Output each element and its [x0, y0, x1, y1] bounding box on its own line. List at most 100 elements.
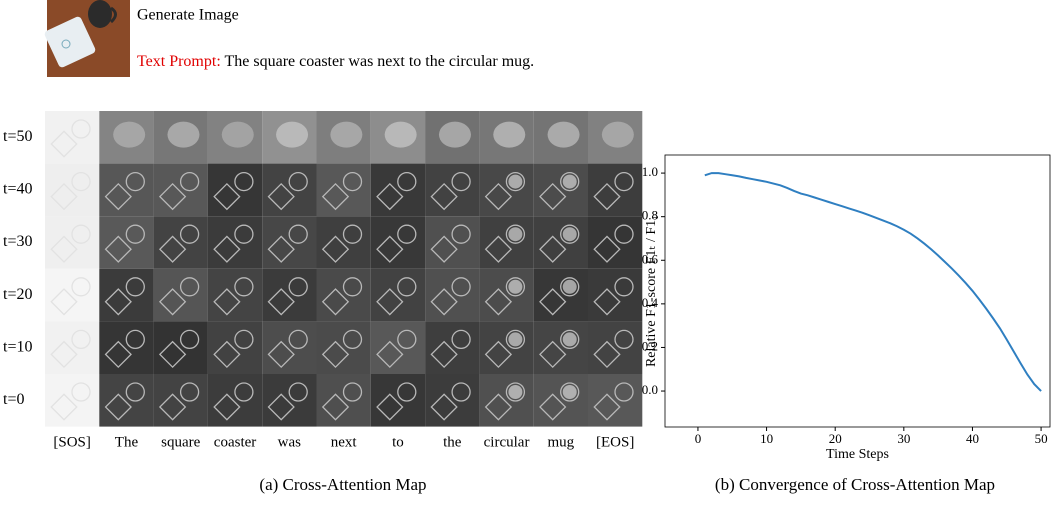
- token-label: mug: [548, 434, 575, 450]
- mug-outline: [71, 224, 91, 244]
- attention-cell: [425, 111, 480, 164]
- y-tick-label: 0.0: [642, 382, 658, 397]
- token-label: was: [278, 434, 301, 450]
- mug-outline: [71, 171, 91, 192]
- attention-cell: [99, 163, 154, 217]
- attention-blob: [221, 121, 254, 148]
- mug-outline: [179, 171, 200, 192]
- coaster-outline: [593, 235, 621, 263]
- thumbnail-dot: [61, 39, 71, 49]
- line-chart: 0 10 20 30 40 50 0.0 0.2 0.4 0.6 0.8 1.0 Time Steps R…: [642, 154, 1051, 462]
- caption-b: (b) Convergence of Cross-Attention Map: [715, 475, 995, 494]
- attention-cell: [99, 111, 154, 164]
- mug-highlight: [508, 174, 523, 189]
- coaster-outline: [158, 288, 187, 316]
- coaster-outline: [50, 235, 78, 263]
- mug-outline: [288, 171, 308, 192]
- mug-outline: [125, 224, 145, 244]
- attention-cell: [153, 268, 208, 322]
- coaster-outline: [539, 340, 567, 369]
- mug-outline: [179, 382, 200, 402]
- y-tick-label: 0.6: [642, 251, 659, 266]
- coaster-outline: [267, 393, 295, 421]
- mug-outline: [505, 382, 526, 402]
- coaster-outline: [430, 235, 458, 263]
- title: Generate Image: [137, 7, 239, 24]
- coaster-outline: [267, 288, 295, 316]
- attention-cell: [370, 321, 426, 374]
- attention-cell: [533, 321, 588, 374]
- attention-blob: [276, 121, 309, 148]
- mug-outline: [71, 119, 91, 139]
- x-tick-label: 20: [829, 431, 842, 446]
- mug-outline: [125, 329, 145, 350]
- attention-cell: [479, 163, 534, 217]
- token-label: The: [115, 434, 139, 450]
- mug-outline: [71, 329, 91, 350]
- coaster-outline: [484, 235, 513, 263]
- attention-cell: [45, 268, 100, 322]
- attention-blob: [601, 121, 634, 148]
- attention-cell: [370, 268, 426, 322]
- coaster-outline: [593, 393, 621, 421]
- attention-cell: [153, 216, 208, 269]
- mug-highlight: [562, 227, 577, 242]
- mug-outline: [451, 171, 471, 192]
- coaster-outline: [50, 393, 78, 421]
- token-label: the: [443, 434, 462, 450]
- attention-cell: [45, 321, 100, 374]
- coaster-outline: [539, 182, 567, 211]
- mug-outline: [505, 277, 526, 297]
- row-label: t=20: [3, 286, 32, 303]
- attention-cell: [370, 374, 426, 427]
- attention-cell: [207, 111, 263, 164]
- attention-cell: [316, 111, 371, 164]
- attention-cell: [588, 111, 643, 164]
- mug-outline: [342, 382, 363, 402]
- coaster-outline: [593, 182, 621, 211]
- coaster-outline: [50, 288, 78, 316]
- attention-cell: [99, 216, 154, 269]
- attention-cell: [262, 268, 317, 322]
- row-label: t=30: [3, 233, 32, 250]
- mug-outline: [560, 224, 580, 244]
- y-tick-label: 0.8: [642, 208, 658, 223]
- coaster-outline: [321, 340, 350, 369]
- prompt-text: The square coaster was next to the circu…: [224, 53, 534, 70]
- coaster-outline: [158, 393, 187, 421]
- attention-blob: [113, 121, 146, 148]
- coaster-outline: [321, 288, 350, 316]
- coaster-outline: [267, 235, 295, 263]
- token-label: coaster: [214, 434, 256, 450]
- mug-outline: [342, 224, 363, 244]
- coaster-outline: [376, 393, 404, 421]
- mug-highlight: [562, 385, 577, 399]
- x-axis-label: Time Steps: [826, 447, 889, 462]
- attention-cell: [316, 374, 371, 427]
- token-label: circular: [484, 434, 530, 450]
- attention-cell: [479, 216, 534, 269]
- coaster-outline: [50, 130, 78, 158]
- plot-frame: [664, 154, 1051, 428]
- mug-outline: [288, 277, 308, 297]
- attention-cell: [479, 374, 534, 427]
- coaster-outline: [158, 340, 187, 369]
- coaster-outline: [50, 340, 78, 369]
- coaster-outline: [104, 235, 132, 263]
- coaster-outline: [104, 182, 132, 211]
- coaster-outline: [376, 182, 404, 211]
- attention-cell: [316, 321, 371, 374]
- coaster-outline: [267, 340, 295, 369]
- coaster-outline: [213, 288, 241, 316]
- attention-cell: [316, 163, 371, 217]
- coaster-outline: [321, 393, 350, 421]
- row-label: t=50: [3, 128, 32, 145]
- attention-blob: [384, 121, 417, 148]
- attention-cell: [153, 321, 208, 374]
- y-tick-label: 1.0: [642, 164, 658, 179]
- attention-cell: [316, 216, 371, 269]
- attention-cell: [588, 216, 643, 269]
- coaster-outline: [321, 182, 350, 211]
- mug-outline: [451, 329, 471, 350]
